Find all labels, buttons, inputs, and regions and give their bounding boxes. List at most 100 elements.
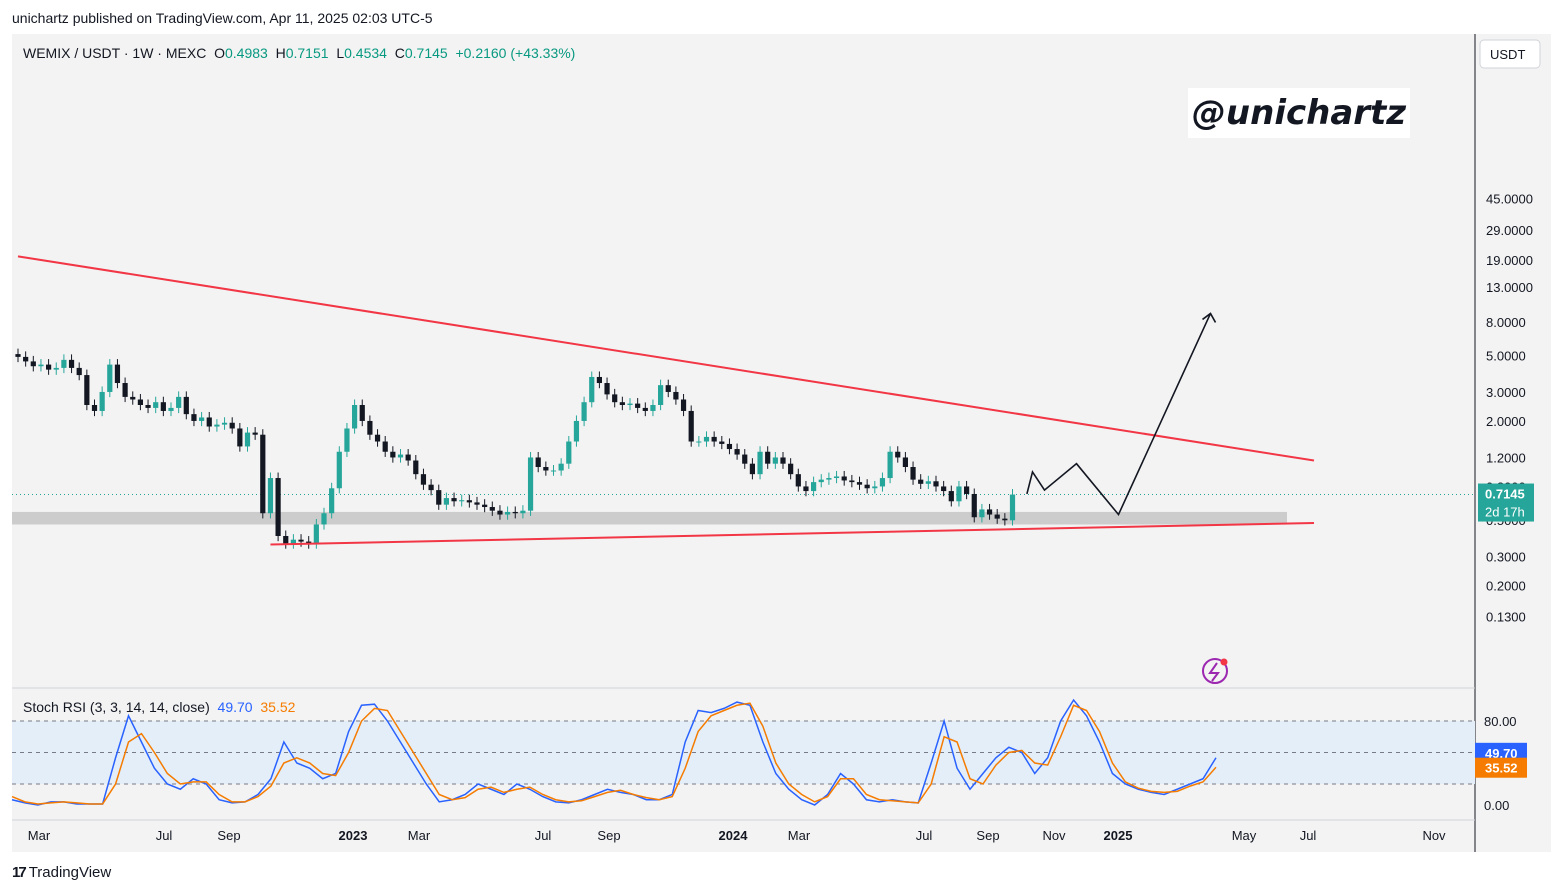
candle-body — [573, 420, 580, 442]
candle-body — [451, 498, 457, 502]
candle-body — [826, 478, 832, 480]
symbol-legend[interactable]: WEMIX / USDT · 1W · MEXC O0.4983 H0.7151… — [23, 45, 575, 61]
candle-body — [237, 428, 243, 447]
currency-box[interactable] — [1479, 39, 1541, 69]
time-tick-label: Sep — [597, 828, 620, 843]
candle-body — [941, 486, 947, 492]
symbol-label: WEMIX / USDT · 1W · MEXC — [23, 45, 207, 61]
candle-body — [76, 367, 82, 376]
candle-body — [367, 420, 373, 435]
time-tick-label: Jul — [1300, 828, 1317, 843]
candle-body — [313, 524, 319, 544]
candle-body — [1002, 518, 1008, 521]
candle-body — [1009, 494, 1016, 521]
candle-body — [114, 364, 121, 384]
candle-body — [15, 354, 21, 357]
alert-icon[interactable] — [1202, 658, 1228, 684]
price-tick-label: 45.0000 — [1486, 191, 1533, 206]
stoch-rsi-legend[interactable]: Stoch RSI (3, 3, 14, 14, close) 49.70 35… — [23, 699, 295, 715]
tradingview-logo[interactable]: 17 TradingView — [12, 864, 111, 881]
candle-body — [130, 396, 136, 400]
candle-body — [856, 482, 863, 485]
candle-body — [497, 510, 503, 515]
candle-body — [420, 474, 427, 485]
time-tick-label: Sep — [976, 828, 999, 843]
candle-body — [191, 414, 197, 421]
candle-body — [321, 513, 327, 525]
time-tick-label: Mar — [28, 828, 51, 843]
publisher-line: unichartz published on TradingView.com, … — [12, 10, 433, 26]
candle-body — [734, 449, 740, 455]
stoch-rsi-d-badge-label: 35.52 — [1485, 761, 1518, 776]
candle-body — [482, 504, 488, 508]
candle-body — [99, 391, 105, 411]
time-tick-label: Mar — [788, 828, 811, 843]
candle-body — [596, 376, 602, 384]
close-label: C — [394, 45, 405, 61]
candle-body — [703, 436, 710, 442]
projection-path[interactable] — [1026, 313, 1212, 517]
time-tick-label: Nov — [1042, 828, 1066, 843]
candle-body — [971, 493, 977, 518]
stoch-rsi-k-badge-label: 49.70 — [1485, 746, 1518, 761]
trendline[interactable] — [270, 521, 1315, 546]
stoch-rsi-title: Stoch RSI (3, 3, 14, 14, close) — [23, 699, 210, 715]
stoch-rsi-d-line[interactable] — [11, 702, 1217, 805]
candle-body — [765, 451, 771, 464]
low-label: L — [336, 45, 345, 61]
trendline[interactable] — [17, 255, 1315, 462]
candle-body — [512, 511, 518, 514]
candle-body — [413, 460, 419, 475]
time-tick-label: Jul — [535, 828, 552, 843]
candle-body — [711, 436, 717, 442]
time-tick-label: Jul — [156, 828, 173, 843]
stoch-rsi-d-badge — [1475, 757, 1527, 778]
last-price-label: 0.7145 — [1485, 487, 1525, 502]
candle-body — [772, 457, 778, 464]
candle-body — [436, 490, 442, 505]
candle-body — [260, 434, 266, 514]
candle-body — [61, 359, 67, 368]
candle-body — [520, 510, 526, 514]
price-tick-label: 1.2000 — [1486, 450, 1526, 465]
candle-body — [489, 507, 495, 511]
chart-frame — [12, 34, 1551, 852]
candle-body — [397, 454, 404, 458]
candle-body — [910, 467, 916, 480]
candle-body — [229, 422, 235, 429]
candle-body — [864, 484, 870, 489]
candle-body — [244, 432, 251, 447]
candle-body — [933, 481, 939, 487]
candle-body — [780, 457, 786, 464]
candle-body — [979, 509, 985, 518]
last-price-badge[interactable] — [1478, 483, 1534, 522]
candle-body — [290, 539, 296, 544]
candle-body — [382, 441, 388, 452]
time-tick-label: 2024 — [719, 828, 749, 843]
time-tick-label: Nov — [1422, 828, 1446, 843]
alert-icon-bolt — [1208, 662, 1220, 682]
time-tick-label: Sep — [217, 828, 240, 843]
candle-body — [306, 541, 312, 544]
candle-body — [252, 432, 258, 435]
support-zone[interactable] — [12, 511, 1287, 525]
candle-body — [673, 391, 679, 400]
projection-arrowhead — [1202, 312, 1217, 323]
candle-body — [474, 502, 480, 505]
price-tick-label: 0.2000 — [1486, 579, 1526, 594]
candle-body — [619, 402, 625, 405]
candle-body — [665, 385, 671, 392]
countdown-label: 2d 17h — [1485, 505, 1525, 520]
candle-body — [895, 451, 901, 458]
candle-body — [374, 434, 381, 442]
candle-body — [390, 451, 396, 458]
candle-body — [466, 500, 472, 503]
candle-body — [757, 451, 763, 475]
candle-body — [30, 361, 36, 367]
candle-body — [122, 383, 128, 397]
candle-body — [680, 399, 687, 411]
candle-body — [91, 404, 98, 411]
candle-body — [405, 454, 411, 461]
candle-body — [841, 476, 847, 481]
